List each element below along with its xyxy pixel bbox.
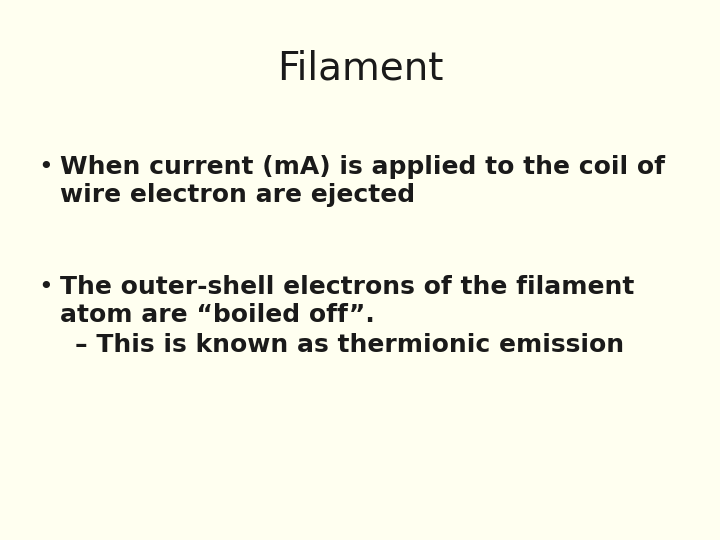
Text: Filament: Filament [276, 50, 444, 88]
Text: The outer-shell electrons of the filament: The outer-shell electrons of the filamen… [60, 275, 634, 299]
Text: – This is known as thermionic emission: – This is known as thermionic emission [75, 333, 624, 357]
Text: wire electron are ejected: wire electron are ejected [60, 183, 415, 207]
Text: •: • [38, 275, 53, 299]
Text: •: • [38, 155, 53, 179]
Text: When current (mA) is applied to the coil of: When current (mA) is applied to the coil… [60, 155, 665, 179]
Text: atom are “boiled off”.: atom are “boiled off”. [60, 303, 374, 327]
